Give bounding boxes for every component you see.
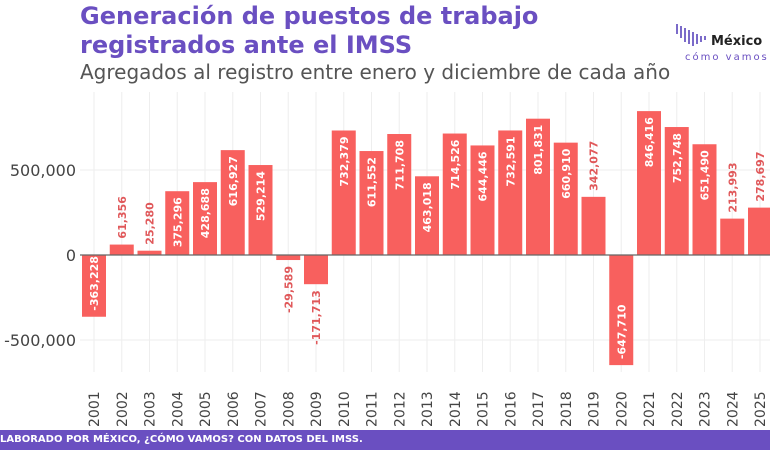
data-label: 463,018 [421,182,434,232]
x-tick-label: 2010 [337,391,353,427]
x-tick-label: 2013 [420,391,436,427]
data-label: 714,526 [449,139,462,189]
data-label: 752,748 [671,133,684,183]
x-tick-label: 2016 [503,391,519,427]
x-tick-label: 2015 [476,391,492,427]
bar-2013 [415,176,439,255]
bar-2020 [609,255,634,366]
data-label: 278,697 [754,152,767,202]
data-label: 616,927 [227,156,240,206]
x-tick-label: 2005 [198,391,214,427]
mexico-como-vamos-logo: México cómo vamos [675,22,770,72]
bar-2012 [387,134,412,255]
data-label: 660,910 [560,148,573,198]
bar-2022 [664,127,689,255]
x-tick-label: 2012 [392,391,408,427]
x-tick-label: 2008 [281,391,297,427]
title-line-2: registrados ante el IMSS [80,31,413,59]
bar-2001 [82,255,106,317]
bar-2002 [109,244,134,255]
chart-subtitle: Agregados al registro entre enero y dici… [80,60,671,84]
data-label: -363,228 [88,256,101,311]
bar-2021 [637,111,661,255]
bar-2009 [304,255,328,285]
data-label: 711,708 [393,140,406,190]
data-label: -647,710 [615,304,628,359]
data-label: -171,713 [310,290,323,345]
bar-2010 [331,130,356,255]
data-label: 213,993 [726,163,739,213]
y-tick-label: 500,000 [10,161,76,180]
data-label: 529,214 [255,171,268,221]
chart-title: Generación de puestos de trabajo registra… [80,2,538,60]
bar-2005 [193,182,217,255]
x-tick-label: 2018 [559,391,575,427]
data-label: 846,416 [643,117,656,167]
x-tick-label: 2009 [309,391,325,427]
y-tick-label: 0 [66,246,76,265]
data-label: 611,552 [366,157,379,207]
bar-2016 [498,130,523,255]
bar-2006 [220,150,245,255]
x-tick-label: 2021 [642,391,658,427]
data-label: 375,296 [171,197,184,247]
x-tick-label: 2024 [725,391,741,427]
x-tick-label: 2025 [753,391,769,427]
logo-bars-icon [676,24,706,46]
logo-text: México [711,34,763,49]
y-tick-label: -500,000 [4,331,76,350]
data-label: 342,077 [588,141,601,191]
x-tick-label: 2014 [448,391,464,427]
title-line-1: Generación de puestos de trabajo [80,2,539,30]
data-label: 644,446 [477,151,490,201]
x-tick-label: 2007 [254,391,270,427]
data-label: -29,589 [282,266,295,313]
bar-chart: 500,000 0 -500,000 -363,228 2001 61,356 2002 25… [4,92,770,427]
data-label: 801,831 [532,125,545,175]
bar-2023 [692,144,717,255]
data-label: 428,688 [199,188,212,238]
x-tick-label: 2011 [365,391,381,427]
footer-credit: LABORADO POR MÉXICO, ¿CÓMO VAMOS? CON DA… [0,430,770,450]
x-tick-label: 2022 [670,391,686,427]
x-tick-label: 2002 [115,391,131,427]
bar-2015 [470,145,495,255]
x-tick-label: 2003 [143,391,159,427]
bar-2008 [276,255,301,261]
bar-2011 [359,151,384,255]
x-tick-label: 2006 [226,391,242,427]
x-tick-label: 2001 [87,391,103,427]
x-tick-label: 2020 [614,391,630,427]
bar-2003 [137,250,162,255]
data-label: 732,591 [504,136,517,186]
data-label: 732,379 [338,136,351,186]
bar-2024 [720,218,745,255]
x-tick-label: 2017 [531,391,547,427]
data-label: 61,356 [116,196,129,239]
x-tick-label: 2019 [587,391,603,427]
bar-2017 [526,118,550,256]
data-label: 651,490 [699,150,712,200]
x-tick-label: 2023 [698,391,714,427]
bar-2018 [553,142,578,255]
x-tick-label: 2004 [170,391,186,427]
logo-subtext: cómo vamos [685,52,769,63]
bar-2007 [248,165,273,255]
bar-2004 [165,191,190,255]
data-label: 25,280 [144,202,157,245]
bar-2019 [581,196,606,255]
bar-2025 [748,207,770,255]
bar-2014 [442,133,467,255]
